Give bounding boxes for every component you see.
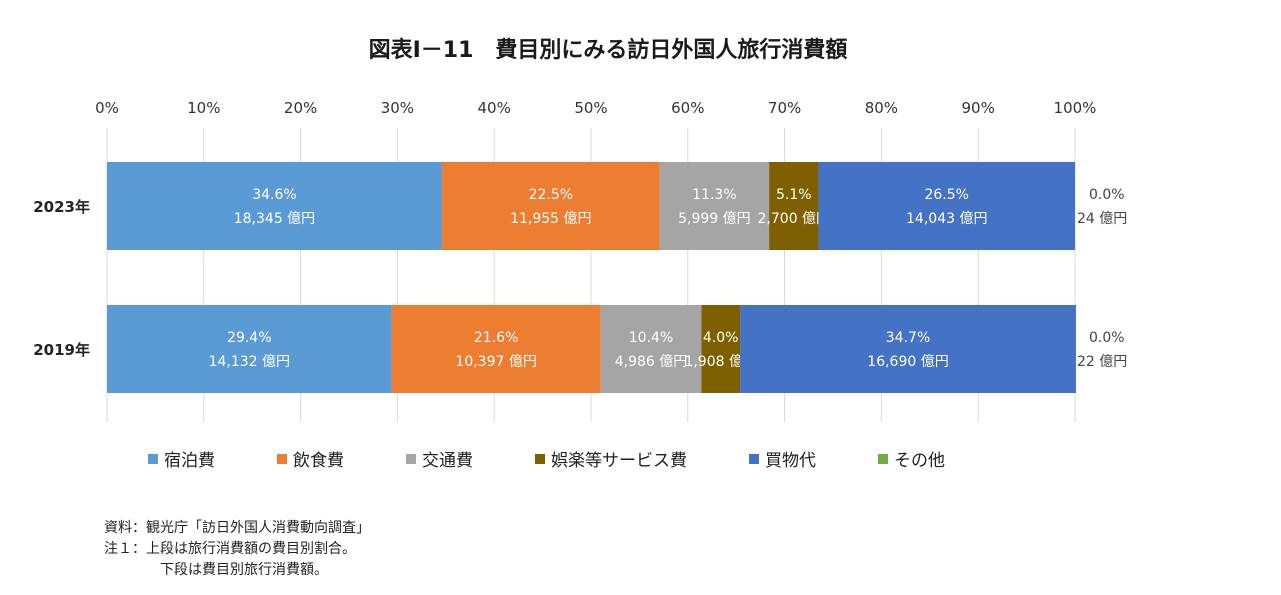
x-tick-label: 60% <box>671 99 704 117</box>
legend-label: 交通費 <box>422 451 473 471</box>
x-tick-label: 40% <box>478 99 511 117</box>
data-label-amount: 2,700 億円 <box>758 211 831 227</box>
bar-segment <box>818 162 1075 250</box>
data-label-amount: 14,132 億円 <box>209 354 290 370</box>
legend-item: 買物代 <box>749 446 816 471</box>
legend-label: その他 <box>894 451 945 471</box>
legend-swatch <box>148 453 158 464</box>
note-1: 注１：上段は旅行消費額の費目別割合。 <box>104 541 356 557</box>
x-tick-label: 90% <box>962 99 995 117</box>
data-label-amount: 11,955 億円 <box>510 211 591 227</box>
legend-label: 飲食費 <box>293 451 344 471</box>
x-tick-label: 70% <box>768 99 801 117</box>
data-label-percent: 5.1% <box>776 187 812 203</box>
legend-swatch <box>749 453 759 464</box>
data-label-percent: 34.7% <box>886 330 930 346</box>
category-label: 2019年 <box>33 341 90 359</box>
data-label-percent: 21.6% <box>474 330 518 346</box>
legend: 宿泊費 飲食費 交通費 娯楽等サービス費 買物代 その他 <box>148 446 1007 471</box>
data-label-percent: 29.4% <box>227 330 271 346</box>
data-label-amount: 22 億円 <box>1077 354 1127 370</box>
legend-label: 買物代 <box>765 451 816 471</box>
data-label-amount: 5,999 億円 <box>678 211 751 227</box>
data-label-amount: 24 億円 <box>1077 211 1127 227</box>
chart-title: 図表Ⅰ－11 費目別にみる訪日外国人旅行消費額 <box>368 38 848 63</box>
legend-item: その他 <box>878 446 945 471</box>
data-label-amount: 18,345 億円 <box>234 211 315 227</box>
legend-swatch <box>277 453 287 464</box>
bar-segment <box>701 305 741 393</box>
data-label-amount: 1,908 億円 <box>684 354 757 370</box>
data-label-amount: 14,043 億円 <box>906 211 987 227</box>
data-label-percent: 0.0% <box>1089 330 1125 346</box>
legend-item: 交通費 <box>406 446 473 471</box>
data-label-percent: 26.5% <box>924 187 968 203</box>
bar-segment <box>391 305 601 393</box>
x-tick-label: 0% <box>95 99 119 117</box>
legend-swatch <box>406 453 416 464</box>
legend-item: 娯楽等サービス費 <box>535 446 687 471</box>
note-source: 資料：観光庁「訪日外国人消費動向調査」 <box>104 520 370 536</box>
data-label-percent: 4.0% <box>703 330 739 346</box>
bar-segment <box>600 305 702 393</box>
category-label: 2023年 <box>33 198 90 216</box>
bar-segment <box>107 305 392 393</box>
x-tick-label: 80% <box>865 99 898 117</box>
bar-segment <box>769 162 819 250</box>
data-label-amount: 10,397 億円 <box>455 354 536 370</box>
bar-segment <box>740 305 1076 393</box>
x-tick-label: 50% <box>574 99 607 117</box>
legend-item: 飲食費 <box>277 446 344 471</box>
data-label-amount: 4,986 億円 <box>615 354 688 370</box>
legend-label: 娯楽等サービス費 <box>551 451 687 471</box>
data-label-percent: 34.6% <box>252 187 296 203</box>
data-label-percent: 0.0% <box>1089 187 1125 203</box>
legend-label: 宿泊費 <box>164 451 215 471</box>
legend-swatch <box>535 453 545 464</box>
legend-swatch <box>878 453 888 464</box>
x-tick-label: 30% <box>381 99 414 117</box>
x-tick-label: 20% <box>284 99 317 117</box>
data-label-percent: 22.5% <box>529 187 573 203</box>
x-tick-label: 10% <box>187 99 220 117</box>
data-label-amount: 16,690 億円 <box>867 354 948 370</box>
bar-segment <box>441 162 660 250</box>
bar-segment <box>659 162 770 250</box>
x-tick-label: 100% <box>1054 99 1097 117</box>
notes: 資料：観光庁「訪日外国人消費動向調査」 注１：上段は旅行消費額の費目別割合。 下… <box>104 518 370 581</box>
data-label-percent: 11.3% <box>692 187 736 203</box>
data-label-percent: 10.4% <box>629 330 673 346</box>
bar-segment <box>107 162 442 250</box>
legend-item: 宿泊費 <box>148 446 215 471</box>
note-2: 下段は費目別旅行消費額。 <box>160 562 328 578</box>
